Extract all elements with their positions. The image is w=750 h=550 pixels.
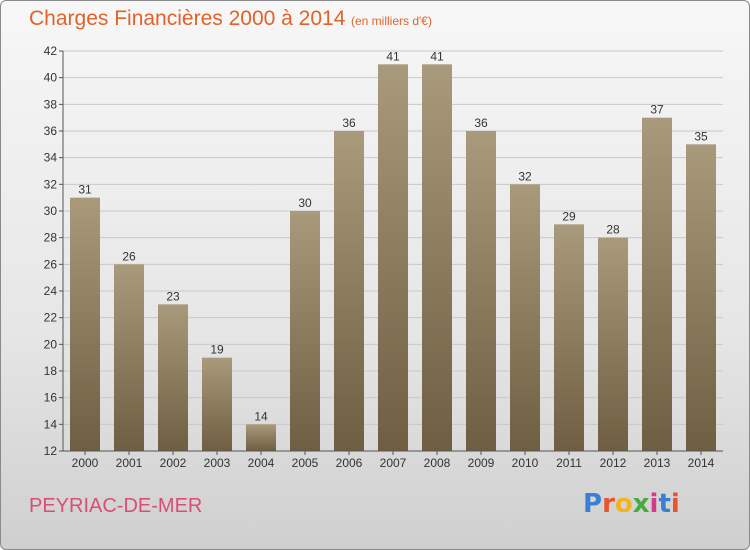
chart-title: Charges Financières 2000 à 2014: [29, 7, 346, 30]
x-tick-label: 2002: [160, 456, 187, 470]
proxiti-logo[interactable]: Proxiti: [583, 489, 680, 519]
value-label: 28: [606, 223, 620, 237]
bar-2010: [510, 184, 540, 452]
bars: [70, 64, 716, 452]
y-tick-label: 22: [44, 311, 58, 325]
bar-2004: [246, 424, 276, 451]
bar-2009: [466, 131, 496, 451]
value-label: 19: [210, 343, 224, 357]
axes: [59, 50, 723, 455]
value-label: 32: [518, 169, 532, 183]
value-label: 23: [166, 289, 180, 303]
logo-letter: i: [670, 489, 680, 519]
y-tick-label: 34: [44, 151, 58, 165]
x-tick-label: 2012: [600, 456, 627, 470]
x-tick-label: 2013: [644, 456, 671, 470]
y-tick-label: 14: [44, 417, 58, 431]
bar-2012: [598, 237, 628, 451]
x-tick-label: 2014: [688, 456, 715, 470]
y-tick-label: 38: [44, 97, 58, 111]
logo-letter: i: [649, 489, 659, 519]
x-tick-label: 2001: [116, 456, 143, 470]
x-tick-label: 2007: [380, 456, 407, 470]
value-label: 35: [694, 129, 708, 143]
x-tick-label: 2009: [468, 456, 495, 470]
y-tick-label: 16: [44, 391, 58, 405]
x-tick-label: 2010: [512, 456, 539, 470]
bar-2002: [158, 304, 188, 451]
y-tick-label: 24: [44, 284, 58, 298]
value-label: 41: [386, 49, 400, 63]
value-label: 41: [430, 49, 444, 63]
y-tick-label: 28: [44, 231, 58, 245]
x-tick-label: 2006: [336, 456, 363, 470]
x-tick-label: 2005: [292, 456, 319, 470]
chart-subtitle: (en milliers d'€): [351, 14, 432, 28]
bar-2003: [202, 357, 232, 451]
y-tick-label: 40: [44, 71, 58, 85]
x-tick-label: 2008: [424, 456, 451, 470]
bar-2013: [642, 117, 672, 452]
bar-2001: [114, 264, 144, 451]
y-tick-label: 42: [44, 44, 58, 58]
logo-letter: t: [658, 489, 671, 519]
value-label: 30: [298, 196, 312, 210]
x-tick-label: 2004: [248, 456, 275, 470]
bar-2007: [378, 64, 408, 452]
x-tick-label: 2011: [556, 456, 582, 470]
y-tick-label: 30: [44, 204, 58, 218]
bar-2008: [422, 64, 452, 452]
logo-letter: x: [632, 489, 650, 519]
bar-2006: [334, 131, 364, 451]
y-tick-label: 20: [44, 337, 58, 351]
value-label: 31: [78, 183, 92, 197]
bar-2005: [290, 211, 320, 451]
y-tick-label: 36: [44, 124, 58, 138]
bar-2014: [686, 144, 716, 452]
value-label: 36: [474, 116, 488, 130]
y-tick-label: 32: [44, 177, 58, 191]
logo-letter: o: [614, 489, 633, 519]
logo-letter: r: [602, 489, 615, 519]
value-label: 36: [342, 116, 356, 130]
value-label: 14: [254, 409, 268, 423]
x-tick-label: 2000: [72, 456, 99, 470]
value-label: 26: [122, 249, 136, 263]
value-label: 37: [650, 103, 664, 117]
bar-2011: [554, 224, 584, 451]
bar-2000: [70, 197, 100, 451]
y-tick-label: 26: [44, 257, 58, 271]
logo-letter: P: [583, 489, 603, 519]
location-name: PEYRIAC-DE-MER: [29, 495, 203, 517]
labels: 12 14 16 18 20 22 24 26 28 30 32 34 36 38 40 42 31 2000 26…: [44, 44, 715, 470]
value-label: 29: [562, 209, 576, 223]
x-tick-label: 2003: [204, 456, 231, 470]
y-tick-label: 12: [44, 444, 58, 458]
y-tick-label: 18: [44, 364, 58, 378]
